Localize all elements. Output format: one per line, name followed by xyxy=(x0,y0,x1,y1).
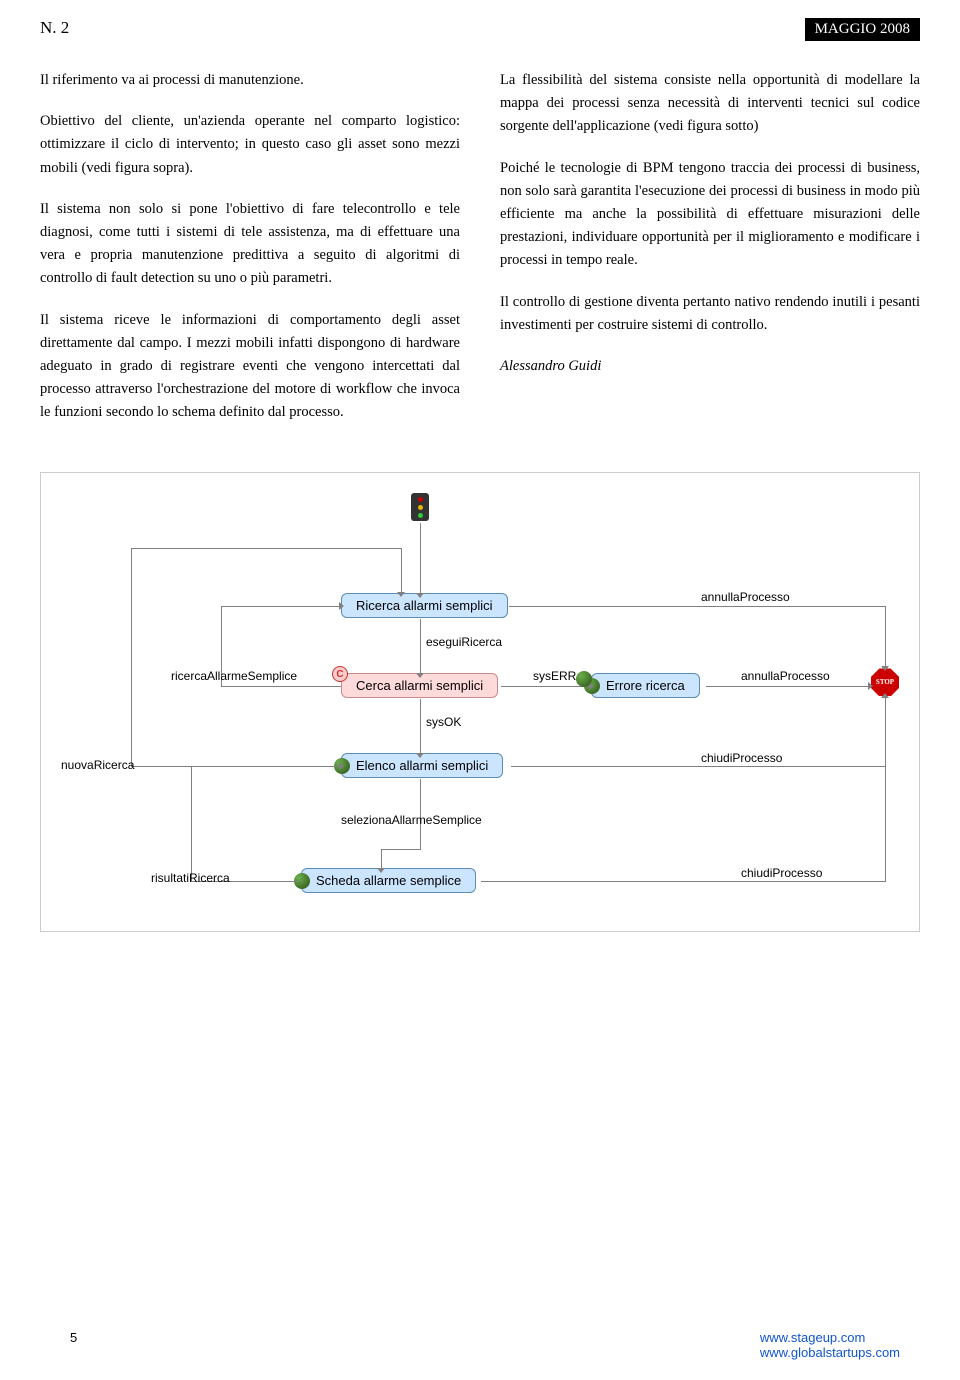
edge-label: sysOK xyxy=(426,715,461,729)
paragraph: Il controllo di gestione diventa pertant… xyxy=(500,291,920,337)
workflow-diagram: STOP Ricerca allarmi semplici C Cerca al… xyxy=(40,472,920,932)
node-scheda: Scheda allarme semplice xyxy=(301,868,476,893)
edge-line xyxy=(420,619,421,673)
edge-line xyxy=(420,523,421,593)
paragraph: Poiché le tecnologie di BPM tengono trac… xyxy=(500,157,920,273)
edge-label: ricercaAllarmeSemplice xyxy=(171,669,297,683)
stop-icon: STOP xyxy=(871,668,895,692)
edge-line xyxy=(885,606,886,666)
edge-line xyxy=(381,849,421,850)
edge-label: chiudiProcesso xyxy=(701,751,782,765)
node-ricerca: Ricerca allarmi semplici xyxy=(341,593,508,618)
edge-line xyxy=(221,606,339,607)
paragraph: Il sistema non solo si pone l'obiettivo … xyxy=(40,198,460,291)
edge-line xyxy=(131,548,132,767)
edge-line xyxy=(509,606,885,607)
edge-line xyxy=(131,548,401,549)
edge-line xyxy=(221,686,341,687)
node-label: Elenco allarmi semplici xyxy=(356,758,488,773)
node-label: Scheda allarme semplice xyxy=(316,873,461,888)
edge-line xyxy=(191,766,192,882)
author-name: Alessandro Guidi xyxy=(500,355,920,378)
left-column: Il riferimento va ai processi di manuten… xyxy=(40,69,460,442)
footer-link[interactable]: www.stageup.com xyxy=(760,1330,900,1345)
edge-line xyxy=(420,699,421,753)
page-footer: 5 www.stageup.com www.globalstartups.com xyxy=(0,1330,960,1360)
edge-label: sysERR xyxy=(533,669,576,683)
edge-line xyxy=(191,766,339,767)
node-errore: Errore ricerca xyxy=(591,673,700,698)
node-label: Errore ricerca xyxy=(606,678,685,693)
issue-date: MAGGIO 2008 xyxy=(805,18,920,41)
edge-label: chiudiProcesso xyxy=(741,866,822,880)
edge-line xyxy=(381,849,382,868)
paragraph: La flessibilità del sistema consiste nel… xyxy=(500,69,920,139)
edge-line xyxy=(706,686,868,687)
paragraph: Obiettivo del cliente, un'azienda operan… xyxy=(40,110,460,180)
edge-line xyxy=(401,548,402,592)
edge-line xyxy=(501,686,589,687)
right-column: La flessibilità del sistema consiste nel… xyxy=(500,69,920,442)
edge-line xyxy=(885,767,886,882)
page-number: 5 xyxy=(70,1330,77,1360)
edge-line xyxy=(885,698,886,767)
edge-label: annullaProcesso xyxy=(701,590,790,604)
paragraph: Il riferimento va ai processi di manuten… xyxy=(40,69,460,92)
edge-line xyxy=(511,766,885,767)
edge-label: risultatiRicerca xyxy=(151,871,230,885)
edge-label: selezionaAllarmeSemplice xyxy=(341,813,482,827)
paragraph: Il sistema riceve le informazioni di com… xyxy=(40,309,460,425)
edge-line xyxy=(481,881,885,882)
node-label: Cerca allarmi semplici xyxy=(356,678,483,693)
footer-link[interactable]: www.globalstartups.com xyxy=(760,1345,900,1360)
edge-label: eseguiRicerca xyxy=(426,635,502,649)
issue-number: N. 2 xyxy=(40,18,69,38)
start-icon xyxy=(411,493,435,517)
edge-label: nuovaRicerca xyxy=(61,758,134,772)
edge-label: annullaProcesso xyxy=(741,669,830,683)
